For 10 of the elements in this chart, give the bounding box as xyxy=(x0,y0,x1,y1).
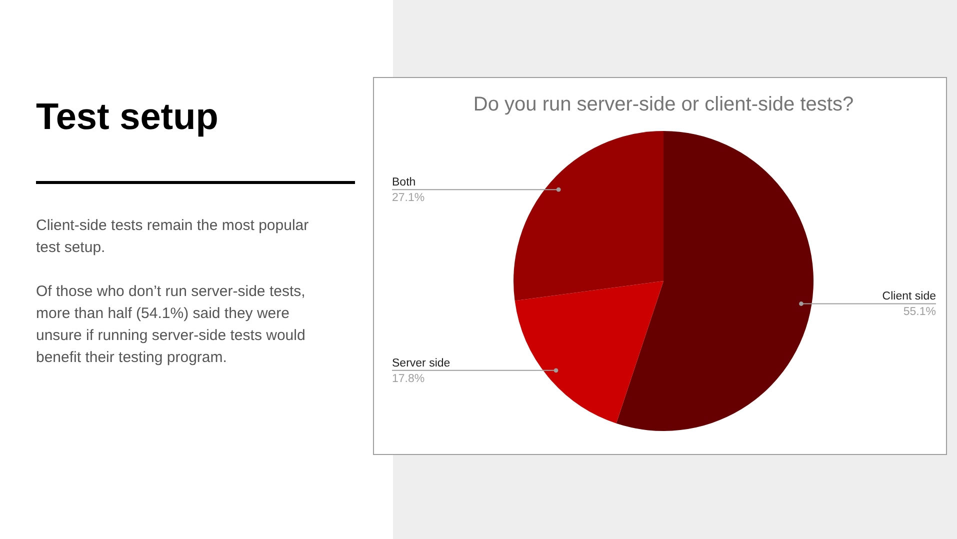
data-label: 17.8% xyxy=(392,372,425,385)
text: Client-side tests remain the most popular test setup. xyxy=(36,216,310,258)
data-label: 55.1% xyxy=(903,306,936,318)
data-label: 27.1% xyxy=(392,192,425,204)
slice-label: Server side xyxy=(392,357,450,370)
chart-title: Do you run server-side or client-side tests? xyxy=(473,94,854,116)
slice-label: Client side xyxy=(882,290,936,303)
slice-label: Both xyxy=(392,176,416,188)
text: Of those who don’t run server-side tests, more than half (54.1%) said they were unsure if running server-side tests would benefit their testing program. xyxy=(36,282,306,368)
text: Test setup xyxy=(36,96,218,138)
